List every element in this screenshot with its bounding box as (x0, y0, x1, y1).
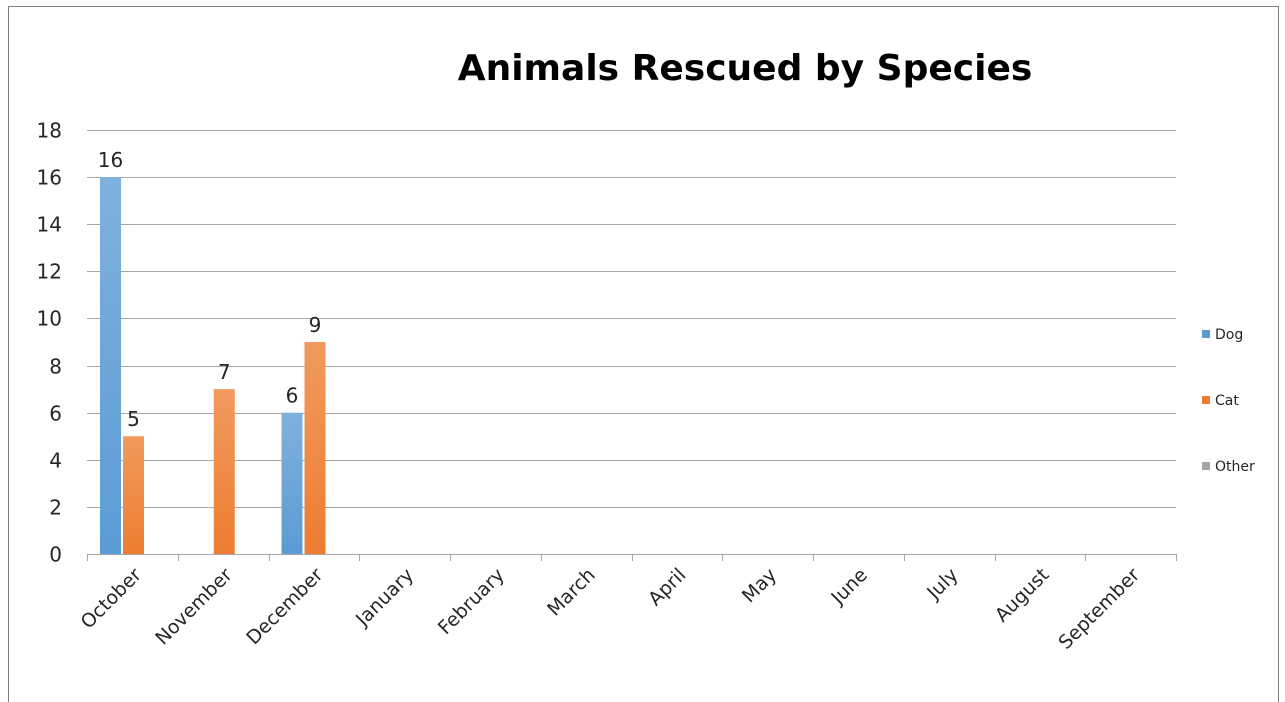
gridlines (87, 130, 1176, 508)
x-tick-label: August (991, 564, 1054, 627)
x-tick-label: October (77, 564, 146, 633)
x-tick-label: April (644, 564, 690, 610)
data-label: 5 (127, 407, 140, 431)
legend-label-other: Other (1215, 459, 1255, 475)
bars (100, 177, 326, 554)
x-tick-label: June (826, 564, 872, 610)
x-tick-label: March (543, 564, 600, 621)
bar-dog-october (100, 177, 121, 554)
data-label: 16 (98, 148, 123, 172)
y-tick-label: 14 (37, 213, 62, 237)
legend-swatch-cat (1202, 396, 1210, 404)
x-tick-label: December (242, 564, 327, 649)
x-tick-label: September (1054, 564, 1144, 654)
x-tick-label: May (738, 564, 781, 607)
data-labels: 16 5 7 6 9 (98, 148, 322, 431)
chart-border (8, 6, 1279, 702)
bar-dog-december (281, 412, 303, 554)
legend-label-dog: Dog (1215, 327, 1243, 343)
bar-cat-november (213, 389, 235, 554)
x-tick-label: February (434, 564, 509, 639)
data-label: 7 (218, 360, 231, 384)
data-label: 6 (286, 384, 299, 408)
bar-cat-october (123, 436, 144, 554)
legend: Dog Cat Other (1202, 327, 1255, 475)
legend-label-cat: Cat (1215, 393, 1239, 409)
y-tick-label: 12 (37, 260, 62, 284)
y-tick-label: 18 (37, 119, 62, 143)
x-tick-label: November (151, 564, 237, 650)
x-tick-label: January (351, 564, 418, 631)
y-tick-label: 6 (49, 402, 62, 426)
y-tick-label: 8 (49, 355, 62, 379)
y-tick-label: 10 (37, 307, 62, 331)
y-tick-label: 2 (49, 496, 62, 520)
y-tick-label: 0 (49, 543, 62, 567)
data-label: 9 (309, 313, 322, 337)
bar-cat-december (304, 342, 326, 554)
y-tick-label: 4 (49, 449, 62, 473)
legend-swatch-dog (1202, 330, 1210, 338)
legend-swatch-other (1202, 462, 1210, 470)
x-tick-label: July (922, 564, 962, 604)
chart-title: Animals Rescued by Species (458, 48, 1033, 89)
axes: 0 2 4 6 8 10 12 14 16 18 October November December Ja… (37, 119, 1177, 654)
y-tick-label: 16 (37, 166, 62, 190)
